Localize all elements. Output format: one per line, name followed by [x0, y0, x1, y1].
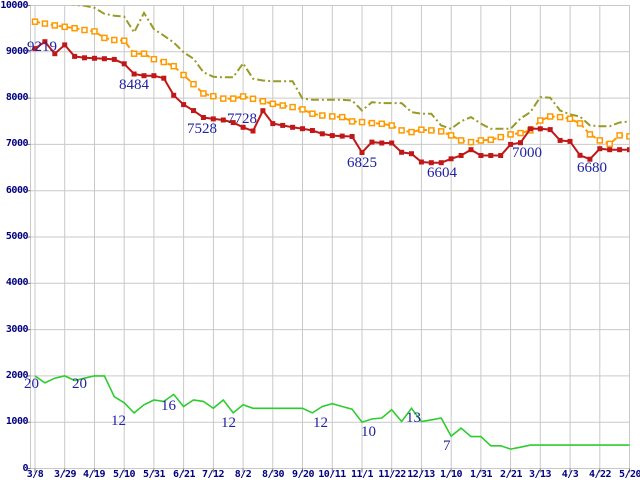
x-tick-label: 5/10	[112, 469, 136, 480]
data-label: 8484	[119, 77, 149, 93]
x-tick-label: 12/13	[407, 469, 435, 480]
x-tick-label: 3/29	[53, 469, 77, 480]
y-tick-label: 9000	[5, 46, 29, 57]
data-label: 6604	[427, 165, 457, 181]
data-label: 13	[406, 410, 421, 426]
x-tick-label: 3/13	[528, 469, 552, 480]
x-tick-label: 5/20	[618, 469, 640, 480]
x-tick-label: 10/11	[318, 469, 346, 480]
data-label: 20	[72, 376, 87, 392]
x-tick-label: 6/21	[172, 469, 196, 480]
y-tick-label: 6000	[5, 185, 29, 196]
data-label: 16	[161, 398, 176, 414]
x-tick-label: 1/10	[439, 469, 463, 480]
x-tick-label: 11/22	[378, 469, 406, 480]
data-label: 12	[313, 415, 328, 431]
y-tick-label: 5000	[5, 231, 29, 242]
x-tick-label: 4/3	[561, 469, 579, 480]
data-label: 6680	[577, 160, 607, 176]
data-label: 6825	[347, 155, 377, 171]
x-tick-label: 8/30	[261, 469, 285, 480]
y-tick-label: 0	[22, 463, 28, 474]
y-tick-label: 10000	[0, 0, 28, 11]
data-label: 7	[443, 438, 451, 454]
y-tick-label: 1000	[5, 416, 29, 427]
y-tick-label: 7000	[5, 138, 29, 149]
data-label: 12	[221, 415, 236, 431]
x-tick-label: 4/22	[588, 469, 612, 480]
x-tick-label: 4/19	[82, 469, 106, 480]
x-tick-label: 5/31	[142, 469, 166, 480]
data-label: 9219	[27, 39, 57, 55]
x-tick-label: 2/21	[499, 469, 523, 480]
y-tick-label: 4000	[5, 277, 29, 288]
data-label: 12	[111, 413, 126, 429]
data-label: 10	[361, 424, 376, 440]
data-label: 7000	[512, 145, 542, 161]
data-label: 20	[24, 376, 39, 392]
x-tick-label: 1/31	[469, 469, 493, 480]
x-tick-label: 9/20	[291, 469, 315, 480]
y-tick-label: 8000	[5, 92, 29, 103]
x-tick-label: 3/8	[26, 469, 44, 480]
data-label: 7728	[227, 111, 257, 127]
x-tick-label: 11/1	[350, 469, 374, 480]
data-label: 7528	[187, 121, 217, 137]
y-tick-label: 3000	[5, 324, 29, 335]
y-tick-label: 2000	[5, 370, 29, 381]
x-tick-label: 8/2	[234, 469, 252, 480]
x-tick-label: 7/12	[201, 469, 225, 480]
